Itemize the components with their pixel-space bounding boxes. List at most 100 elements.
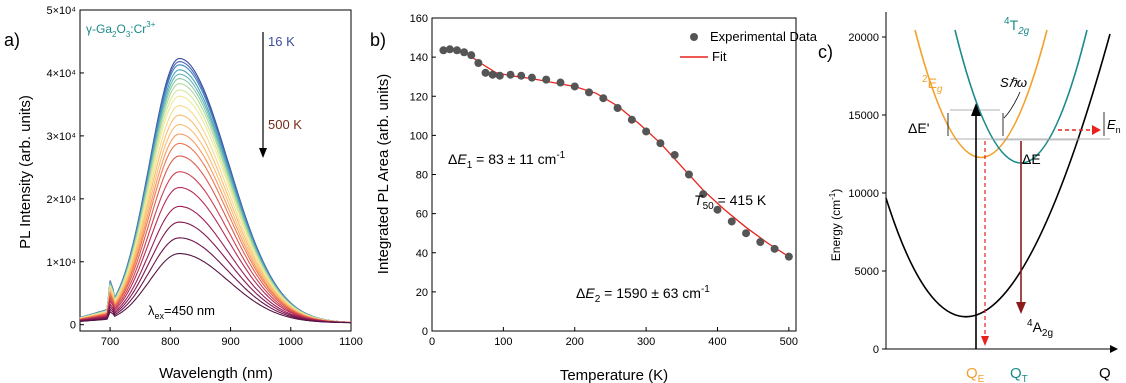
pl-spectrum-curve — [79, 205, 352, 324]
a-x-tick-label: 1100 — [339, 336, 363, 348]
data-point — [727, 217, 736, 226]
data-point — [527, 73, 536, 82]
data-point — [506, 70, 515, 79]
panel-b-y-ticks: 0 20 40 60 80 100 120 140 160 — [410, 13, 436, 338]
b-y-tick-label: 60 — [416, 209, 428, 221]
a-x-tick-label: 900 — [221, 336, 239, 348]
level-2eg-label: 2Eg — [922, 74, 943, 95]
panel-b: b) 0 100 200 300 400 500 0 20 40 60 80 100 120 140 16… — [370, 13, 818, 383]
c-y-tick-label: 5000 — [855, 266, 879, 278]
panel-a: a) 700 800 900 1000 1100 0 1×10⁴ 2×10⁴ 3×10⁴ 4×1… — [4, 5, 363, 382]
data-point — [474, 58, 483, 67]
b-y-tick-label: 120 — [410, 91, 428, 103]
b-y-tick-label: 40 — [416, 248, 428, 260]
data-point — [542, 75, 551, 84]
a-y-tick-label: 3×10⁴ — [46, 131, 76, 143]
panel-b-letter: b) — [370, 30, 386, 50]
data-point — [742, 229, 751, 238]
a-x-tick-label: 800 — [161, 336, 179, 348]
emission-arrow-head — [1016, 302, 1026, 314]
data-point — [770, 244, 779, 253]
b-y-tick-label: 140 — [410, 52, 428, 64]
a-y-tick-label: 5×10⁴ — [46, 5, 76, 17]
a-y-tick-label: 0 — [70, 320, 76, 332]
data-point — [460, 48, 469, 57]
data-point — [756, 237, 765, 246]
temp-low-label: 500 K — [268, 117, 302, 132]
b-y-tick-label: 20 — [416, 287, 428, 299]
escape-dashed-arrow-head — [1092, 125, 1101, 135]
data-point — [656, 139, 665, 148]
pl-spectrum-curve — [79, 61, 352, 323]
delta-e2-label: ΔE2 = 1590 ± 63 cm-1 — [576, 284, 710, 305]
panel-c-x-axis-arrow — [1110, 345, 1118, 353]
panel-a-curves — [79, 57, 352, 324]
delta-e1-label: ΔE1 = 83 ± 11 cm-1 — [448, 150, 566, 171]
b-y-tick-label: 0 — [422, 326, 428, 338]
data-point — [713, 205, 722, 214]
material-label: γ-Ga2O3:Cr3+ — [86, 20, 156, 39]
qt-label: QT — [1010, 365, 1028, 383]
b-x-tick-label: 200 — [566, 336, 584, 348]
panel-b-x-axis-title: Temperature (K) — [560, 367, 668, 383]
c-y-tick-label: 0 — [873, 344, 879, 356]
data-point — [585, 88, 594, 97]
data-point — [613, 103, 622, 112]
emission-dashed-arrow-head — [981, 336, 989, 346]
c-y-tick-label: 20000 — [848, 32, 879, 44]
pl-spectrum-curve — [79, 186, 351, 324]
c-y-tick-label: 10000 — [848, 188, 879, 200]
panel-c-letter: c) — [818, 42, 833, 62]
legend-data-marker — [690, 33, 698, 41]
excitation-label: λex=450 nm — [148, 303, 215, 321]
panel-c-y-axis-title: Energy (cm-1) — [828, 189, 843, 261]
b-x-tick-label: 300 — [637, 336, 655, 348]
pl-spectrum-curve — [79, 57, 351, 323]
data-point — [488, 70, 497, 79]
panel-a-x-axis-title: Wavelength (nm) — [159, 365, 273, 382]
b-y-tick-label: 160 — [410, 13, 428, 25]
a-x-tick-label: 700 — [101, 336, 119, 348]
a-y-tick-label: 4×10⁴ — [46, 68, 76, 80]
pl-spectrum-curve — [79, 253, 351, 324]
temperature-arrow-head — [259, 148, 267, 158]
excited-state-2eg-curve — [914, 29, 1048, 159]
a-x-tick-label: 1000 — [279, 336, 303, 348]
panel-a-x-ticks: 700 800 900 1000 1100 — [101, 327, 363, 348]
b-x-tick-label: 500 — [780, 336, 798, 348]
en-label: En — [1107, 117, 1121, 135]
b-y-tick-label: 100 — [410, 130, 428, 142]
delta-e-label: ΔE — [1022, 151, 1041, 167]
level-4a2g-label: 4A2g — [1027, 318, 1053, 339]
experimental-points — [439, 45, 793, 261]
panel-a-frame — [79, 9, 352, 332]
pl-spectrum-curve — [79, 221, 351, 324]
ground-state-4a2g-curve — [885, 33, 1111, 318]
delta-e-prime-label: ΔE' — [908, 120, 929, 136]
data-point — [556, 78, 565, 87]
level-4t2g-label: 4T2g — [1004, 16, 1030, 37]
data-point — [481, 68, 490, 77]
b-x-tick-label: 0 — [429, 336, 435, 348]
t50-label: T50 = 415 K — [694, 192, 767, 212]
panel-a-y-ticks: 0 1×10⁴ 2×10⁴ 3×10⁴ 4×10⁴ 5×10⁴ — [46, 5, 84, 332]
qe-label: QE — [966, 365, 985, 383]
a-y-tick-label: 2×10⁴ — [46, 194, 76, 206]
panel-b-y-axis-title: Integrated PL Area (arb. units) — [375, 74, 392, 274]
panel-c: c) 0 5000 10000 15000 20000 Energy (cm-1) 4T… — [818, 12, 1121, 383]
absorption-arrow-head — [971, 103, 981, 116]
a-y-tick-label: 1×10⁴ — [46, 257, 76, 269]
panel-b-x-ticks: 0 100 200 300 400 500 — [429, 327, 798, 348]
pl-spectrum-curve — [79, 237, 351, 324]
data-point — [452, 46, 461, 55]
legend-data-label: Experimental Data — [710, 29, 818, 44]
data-point — [570, 82, 579, 91]
s-hbar-omega-label: Sℏω — [1000, 75, 1027, 90]
panel-c-y-ticks: 0 5000 10000 15000 20000 — [848, 32, 886, 356]
temp-high-label: 16 K — [268, 34, 295, 49]
data-point — [467, 51, 476, 60]
b-x-tick-label: 400 — [708, 336, 726, 348]
data-point — [517, 71, 526, 80]
